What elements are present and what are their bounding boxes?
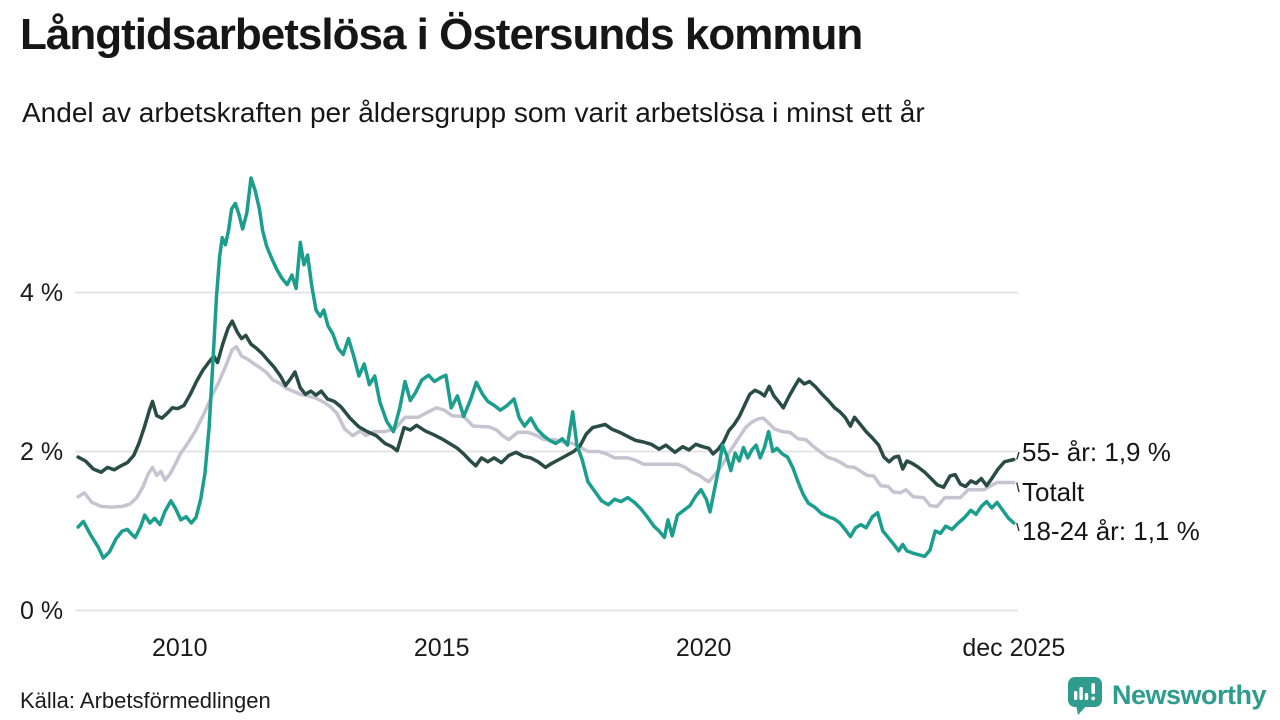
newsworthy-logo: Newsworthy bbox=[1066, 674, 1267, 716]
series-end-label-totalt: Totalt bbox=[1022, 477, 1085, 507]
y-axis-label-0: 0 % bbox=[20, 596, 64, 625]
x-axis-label-dec-2025: dec 2025 bbox=[962, 634, 1066, 662]
x-axis-label-2010: 2010 bbox=[151, 634, 208, 662]
y-axis-label-2: 2 % bbox=[20, 437, 64, 466]
newsworthy-logo-icon bbox=[1067, 677, 1102, 715]
series-end-label-18-24: 18-24 år: 1,1 % bbox=[1022, 516, 1200, 546]
newsworthy-logo-text: Newsworthy bbox=[1111, 679, 1267, 710]
y-axis-label-4: 4 % bbox=[20, 278, 64, 307]
x-axis-label-2015: 2015 bbox=[413, 634, 470, 662]
page-subtitle: Andel av arbetskraften per åldersgrupp s… bbox=[22, 97, 925, 128]
x-axis-label-2020: 2020 bbox=[675, 634, 732, 662]
source-note: Källa: Arbetsförmedlingen bbox=[20, 688, 271, 713]
page-title: Långtidsarbetslösa i Östersunds kommun bbox=[20, 10, 863, 59]
series-end-label-55: 55- år: 1,9 % bbox=[1022, 437, 1171, 467]
